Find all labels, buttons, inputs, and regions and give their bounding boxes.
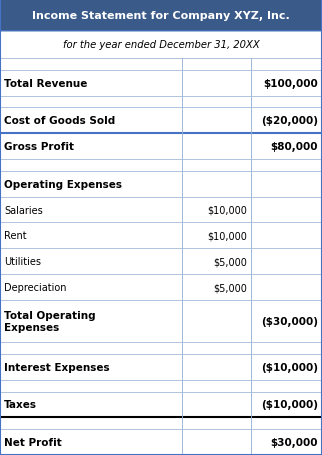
Bar (0, 354, 182, 380)
Bar (251, 59, 322, 71)
Bar (182, 71, 251, 96)
Bar (0, 343, 182, 354)
Text: Utilities: Utilities (4, 257, 41, 267)
Bar (251, 429, 322, 455)
Bar (251, 392, 322, 418)
Bar (0, 71, 182, 96)
Bar (251, 160, 322, 172)
Bar (0, 429, 182, 455)
Bar (251, 274, 322, 300)
Bar (182, 354, 251, 380)
Bar (0, 380, 182, 392)
Bar (182, 392, 251, 418)
Text: Salaries: Salaries (4, 205, 43, 215)
Text: ($10,000): ($10,000) (261, 399, 318, 410)
Bar (0, 418, 182, 429)
Bar (182, 96, 251, 108)
Bar (251, 380, 322, 392)
Bar (182, 59, 251, 71)
Text: Net Profit: Net Profit (4, 437, 62, 447)
Bar (251, 71, 322, 96)
Bar (251, 134, 322, 160)
Bar (251, 108, 322, 134)
Text: $10,000: $10,000 (207, 205, 247, 215)
Bar (0, 223, 182, 249)
Bar (251, 172, 322, 197)
Bar (251, 223, 322, 249)
Bar (251, 354, 322, 380)
Text: for the year ended December 31, 20XX: for the year ended December 31, 20XX (62, 40, 260, 51)
Text: $30,000: $30,000 (270, 437, 318, 447)
Bar (251, 300, 322, 343)
Bar (182, 172, 251, 197)
Bar (182, 380, 251, 392)
Text: ($30,000): ($30,000) (261, 316, 318, 326)
Bar (0, 197, 182, 223)
Text: $5,000: $5,000 (213, 283, 247, 293)
Text: ($20,000): ($20,000) (261, 116, 318, 126)
Text: $10,000: $10,000 (207, 231, 247, 241)
Text: Gross Profit: Gross Profit (4, 142, 74, 152)
Bar (182, 249, 251, 274)
Text: Income Statement for Company XYZ, Inc.: Income Statement for Company XYZ, Inc. (32, 11, 290, 21)
Bar (0, 274, 182, 300)
Bar (0, 134, 182, 160)
Bar (182, 134, 251, 160)
Text: Rent: Rent (4, 231, 27, 241)
Bar (0, 249, 182, 274)
Bar (0, 32, 322, 59)
Text: Total Revenue: Total Revenue (4, 79, 87, 88)
Bar (0, 0, 322, 32)
Bar (251, 96, 322, 108)
Text: ($10,000): ($10,000) (261, 362, 318, 372)
Bar (182, 418, 251, 429)
Text: $5,000: $5,000 (213, 257, 247, 267)
Bar (0, 392, 182, 418)
Bar (251, 197, 322, 223)
Bar (182, 108, 251, 134)
Text: Operating Expenses: Operating Expenses (4, 179, 122, 189)
Bar (251, 343, 322, 354)
Bar (251, 418, 322, 429)
Bar (182, 160, 251, 172)
Text: Total Operating
Expenses: Total Operating Expenses (4, 311, 96, 332)
Text: Cost of Goods Sold: Cost of Goods Sold (4, 116, 115, 126)
Bar (182, 223, 251, 249)
Bar (182, 343, 251, 354)
Text: Taxes: Taxes (4, 399, 37, 410)
Bar (0, 300, 182, 343)
Text: $80,000: $80,000 (270, 142, 318, 152)
Bar (0, 108, 182, 134)
Bar (251, 249, 322, 274)
Bar (0, 160, 182, 172)
Bar (182, 300, 251, 343)
Bar (0, 172, 182, 197)
Text: Interest Expenses: Interest Expenses (4, 362, 109, 372)
Bar (182, 274, 251, 300)
Bar (0, 59, 182, 71)
Bar (182, 197, 251, 223)
Text: Depreciation: Depreciation (4, 283, 67, 293)
Bar (0, 96, 182, 108)
Bar (182, 429, 251, 455)
Text: $100,000: $100,000 (263, 79, 318, 88)
